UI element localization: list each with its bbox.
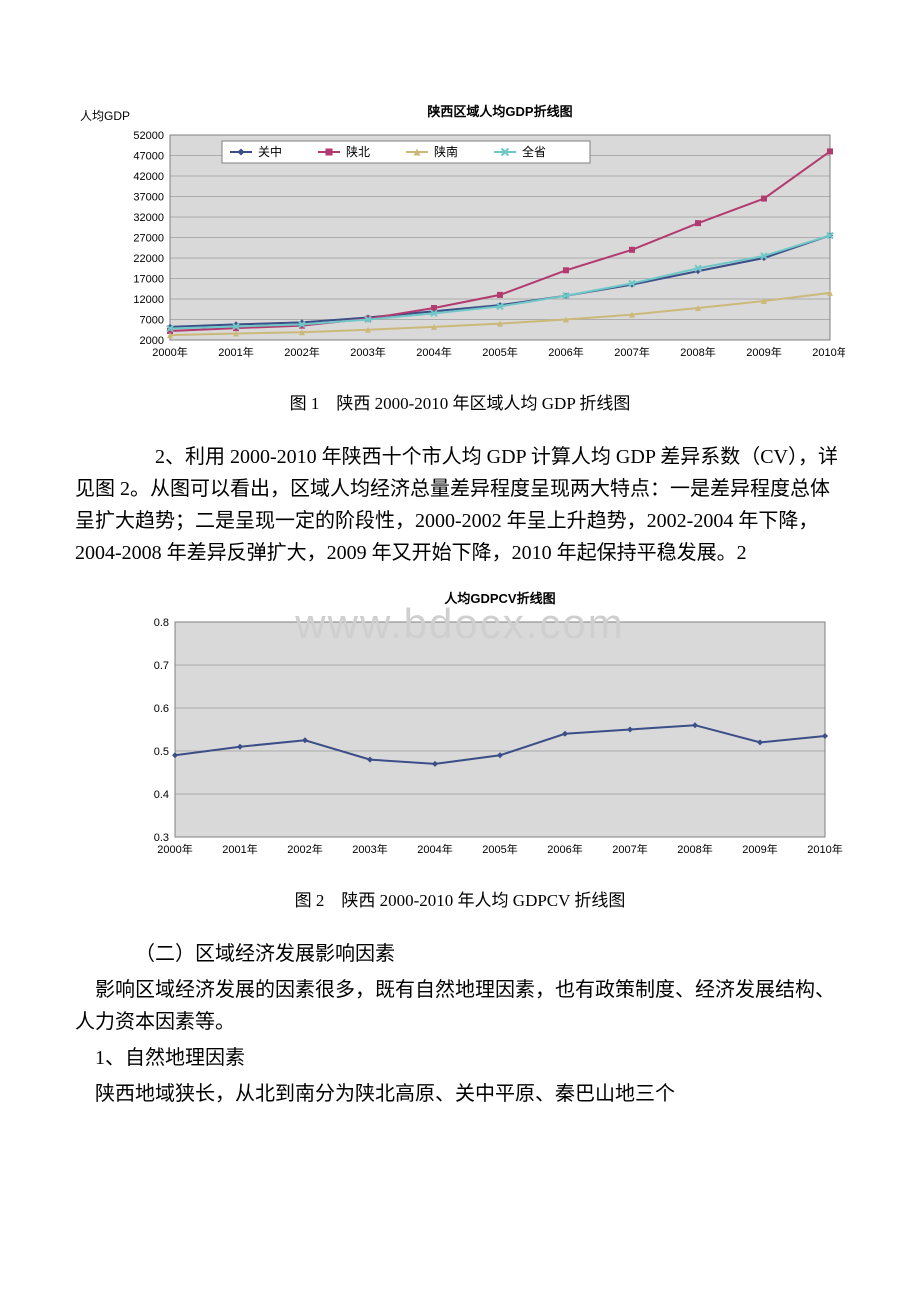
text-block-2: （二）区域经济发展影响因素 影响区域经济发展的因素很多，既有自然地理因素，也有政… <box>75 938 845 1110</box>
svg-text:0.6: 0.6 <box>154 703 169 715</box>
paragraph-3: 陕西地域狭长，从北到南分为陕北高原、关中平原、秦巴山地三个 <box>75 1078 845 1110</box>
svg-text:7000: 7000 <box>140 315 164 327</box>
svg-text:陕北: 陕北 <box>346 144 370 159</box>
chart2-container: 人均GDPCV折线图 0.3 0.4 0.5 0.6 0.7 0.8 2000年 2001年 20… <box>75 587 845 877</box>
chart1-container: 人均GDP 陕西区域人均GDP折线图 2000 7000 12000 17000 22000… <box>75 100 845 380</box>
text-block-1: 2、利用 2000-2010 年陕西十个市人均 GDP 计算人均 GDP 差异系… <box>75 441 845 569</box>
svg-text:2009年: 2009年 <box>742 842 777 856</box>
caption1-range: 2000-2010 <box>375 394 449 413</box>
svg-text:2003年: 2003年 <box>352 842 387 856</box>
svg-text:17000: 17000 <box>133 274 164 286</box>
svg-text:2010年: 2010年 <box>812 345 845 359</box>
svg-text:0.8: 0.8 <box>154 617 169 629</box>
svg-text:2007年: 2007年 <box>614 345 649 359</box>
svg-text:2006年: 2006年 <box>547 842 582 856</box>
svg-text:2002年: 2002年 <box>284 345 319 359</box>
svg-text:人均GDP: 人均GDP <box>80 109 130 123</box>
svg-text:2008年: 2008年 <box>680 345 715 359</box>
svg-text:2002年: 2002年 <box>287 842 322 856</box>
svg-text:2005年: 2005年 <box>482 842 517 856</box>
svg-text:0.4: 0.4 <box>154 789 169 801</box>
svg-text:关中: 关中 <box>258 144 282 159</box>
svg-text:2003年: 2003年 <box>350 345 385 359</box>
caption1-prefix: 图 1 陕西 <box>290 394 375 413</box>
svg-text:42000: 42000 <box>133 171 164 183</box>
svg-text:47000: 47000 <box>133 151 164 163</box>
svg-text:52000: 52000 <box>133 130 164 142</box>
caption2: 图 2 陕西 2000-2010 年人均 GDPCV 折线图 <box>75 887 845 914</box>
svg-text:0.5: 0.5 <box>154 746 169 758</box>
svg-text:全省: 全省 <box>522 144 546 159</box>
svg-text:0.3: 0.3 <box>154 832 169 844</box>
svg-text:2004年: 2004年 <box>416 345 451 359</box>
svg-text:2008年: 2008年 <box>677 842 712 856</box>
svg-text:2000年: 2000年 <box>152 345 187 359</box>
svg-text:2009年: 2009年 <box>746 345 781 359</box>
section-heading: （二）区域经济发展影响因素 <box>75 938 845 970</box>
caption1: 图 1 陕西 2000-2010 年区域人均 GDP 折线图 <box>75 390 845 417</box>
svg-text:人均GDPCV折线图: 人均GDPCV折线图 <box>444 591 555 606</box>
chart2: 人均GDPCV折线图 0.3 0.4 0.5 0.6 0.7 0.8 2000年 2001年 20… <box>75 587 845 867</box>
caption1-suffix: 年区域人均 GDP 折线图 <box>448 394 630 413</box>
svg-text:2000: 2000 <box>140 335 164 347</box>
paragraph-2: 影响区域经济发展的因素很多，既有自然地理因素，也有政策制度、经济发展结构、人力资… <box>75 974 845 1038</box>
svg-text:2006年: 2006年 <box>548 345 583 359</box>
sub-heading-1: 1、自然地理因素 <box>75 1042 845 1074</box>
paragraph-1: 2、利用 2000-2010 年陕西十个市人均 GDP 计算人均 GDP 差异系… <box>75 441 845 569</box>
svg-text:2010年: 2010年 <box>807 842 842 856</box>
svg-text:陕西区域人均GDP折线图: 陕西区域人均GDP折线图 <box>427 104 572 119</box>
svg-text:37000: 37000 <box>133 192 164 204</box>
svg-text:2001年: 2001年 <box>218 345 253 359</box>
svg-text:2007年: 2007年 <box>612 842 647 856</box>
svg-text:0.7: 0.7 <box>154 660 169 672</box>
svg-text:12000: 12000 <box>133 294 164 306</box>
svg-text:32000: 32000 <box>133 212 164 224</box>
svg-text:27000: 27000 <box>133 233 164 245</box>
svg-text:2005年: 2005年 <box>482 345 517 359</box>
svg-text:2004年: 2004年 <box>417 842 452 856</box>
chart1: 人均GDP 陕西区域人均GDP折线图 2000 7000 12000 17000 22000… <box>75 100 845 370</box>
svg-text:2001年: 2001年 <box>222 842 257 856</box>
svg-text:22000: 22000 <box>133 253 164 265</box>
svg-text:陕南: 陕南 <box>434 144 458 159</box>
svg-text:2000年: 2000年 <box>157 842 192 856</box>
